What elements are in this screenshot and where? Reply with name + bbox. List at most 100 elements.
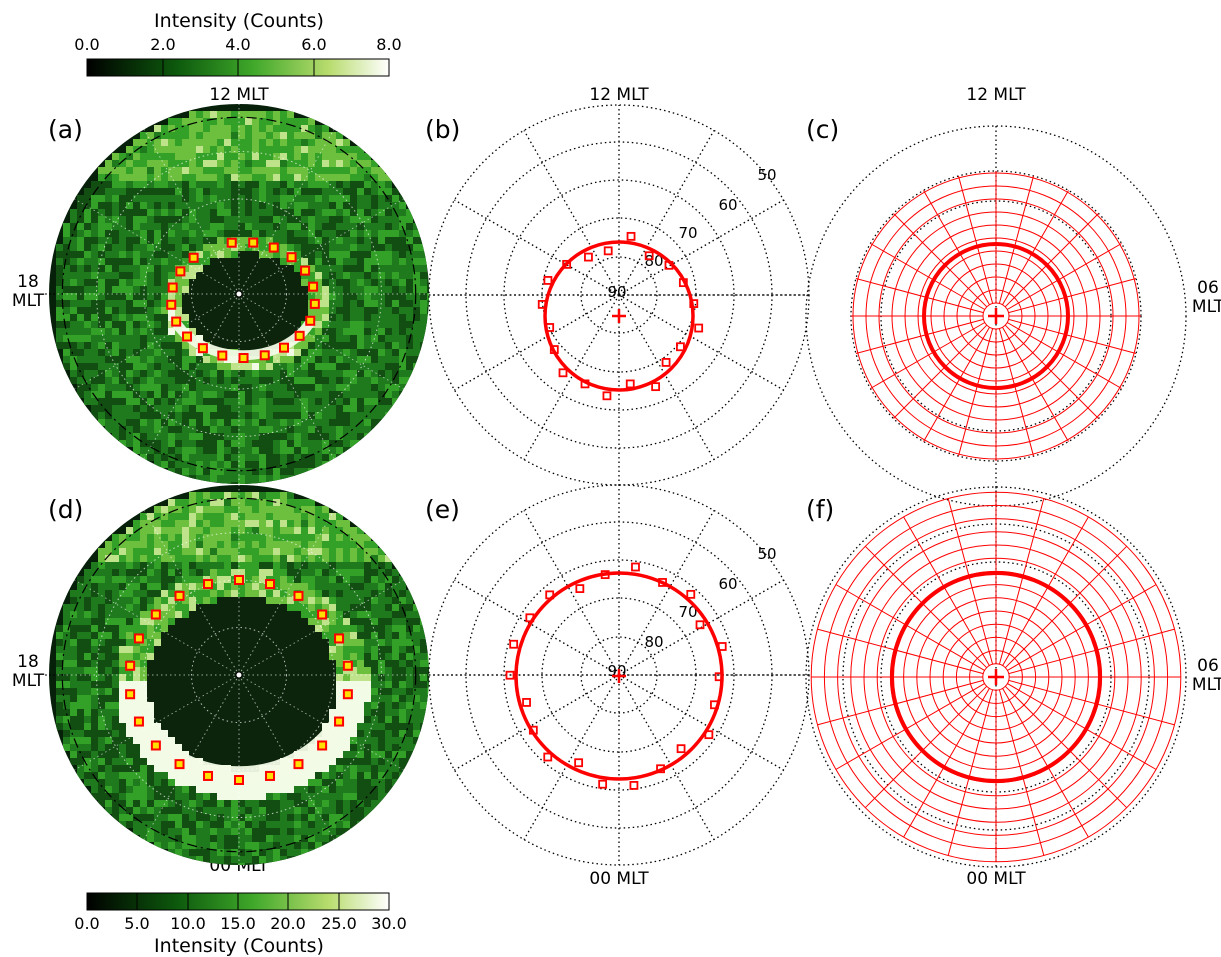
aurora-pixel xyxy=(259,300,266,307)
aurora-pixel xyxy=(224,562,231,569)
aurora-pixel xyxy=(238,293,245,300)
aurora-pixel xyxy=(84,244,91,251)
aurora-pixel xyxy=(322,660,329,667)
mlt-meridian xyxy=(238,129,335,295)
aurora-pixel xyxy=(231,667,238,674)
aurora-pixel xyxy=(406,342,413,349)
boundary-data-marker xyxy=(717,642,727,651)
aurora-pixel xyxy=(392,744,399,751)
aurora-pixel xyxy=(238,835,245,842)
aurora-pixel xyxy=(140,562,147,569)
aurora-pixel xyxy=(168,618,175,625)
aurora-pixel xyxy=(238,821,245,828)
aurora-pixel xyxy=(343,139,350,146)
aurora-pixel xyxy=(308,258,315,265)
aurora-pixel xyxy=(301,562,308,569)
aurora-pixel xyxy=(364,223,371,230)
aurora-pixel xyxy=(231,793,238,800)
aurora-pixel xyxy=(217,433,224,440)
aurora-pixel xyxy=(364,681,371,688)
aurora-pixel xyxy=(350,188,357,195)
oval-fit-circle-bold xyxy=(890,571,1102,783)
aurora-pixel xyxy=(343,520,350,527)
aurora-pixel xyxy=(301,447,308,454)
aurora-pixel xyxy=(231,520,238,527)
aurora-pixel xyxy=(154,793,161,800)
mlt-meridian xyxy=(143,674,240,840)
aurora-pixel xyxy=(322,419,329,426)
aurora-pixel xyxy=(280,426,287,433)
aurora-pixel xyxy=(63,604,70,611)
aurora-pixel xyxy=(287,618,294,625)
aurora-pixel xyxy=(182,167,189,174)
aurora-pixel xyxy=(406,314,413,321)
aurora-pixel xyxy=(371,251,378,258)
aurora-pixel xyxy=(105,723,112,730)
aurora-pixel xyxy=(266,499,273,506)
aurora-pixel xyxy=(259,730,266,737)
aurora-pixel xyxy=(364,412,371,419)
aurora-pixel xyxy=(273,174,280,181)
aurora-pixel xyxy=(84,646,91,653)
aurora-pixel xyxy=(287,188,294,195)
mlt-meridian xyxy=(454,674,620,771)
aurora-pixel xyxy=(210,475,217,482)
aurora-pixel xyxy=(161,202,168,209)
aurora-pixel xyxy=(259,174,266,181)
aurora-pixel xyxy=(210,468,217,475)
aurora-pixel xyxy=(315,272,322,279)
aurora-pixel xyxy=(336,688,343,695)
aurora-pixel xyxy=(287,646,294,653)
aurora-pixel xyxy=(217,653,224,660)
aurora-pixel xyxy=(350,562,357,569)
aurora-pixel xyxy=(273,209,280,216)
aurora-pixel xyxy=(63,300,70,307)
aurora-pixel xyxy=(350,433,357,440)
aurora-pixel xyxy=(77,251,84,258)
aurora-pixel xyxy=(154,576,161,583)
aurora-pixel xyxy=(364,398,371,405)
aurora-pixel xyxy=(91,384,98,391)
aurora-pixel xyxy=(329,300,336,307)
aurora-pixel xyxy=(224,674,231,681)
aurora-pixel xyxy=(77,342,84,349)
aurora-pixel xyxy=(336,300,343,307)
aurora-pixel xyxy=(364,433,371,440)
aurora-pixel xyxy=(336,828,343,835)
aurora-pixel xyxy=(280,716,287,723)
aurora-pixel xyxy=(364,314,371,321)
aurora-pixel xyxy=(357,674,364,681)
aurora-pixel xyxy=(203,335,210,342)
aurora-pixel xyxy=(203,426,210,433)
aurora-pixel xyxy=(399,639,406,646)
oval-boundary-marker xyxy=(174,759,185,770)
aurora-pixel xyxy=(252,223,259,230)
aurora-pixel xyxy=(252,321,259,328)
aurora-pixel xyxy=(385,555,392,562)
aurora-pixel xyxy=(105,667,112,674)
aurora-pixel xyxy=(420,335,427,342)
aurora-pixel xyxy=(196,433,203,440)
aurora-pixel xyxy=(217,447,224,454)
aurora-pixel xyxy=(133,597,140,604)
aurora-pixel xyxy=(280,139,287,146)
aurora-pixel xyxy=(273,632,280,639)
aurora-pixel xyxy=(203,251,210,258)
aurora-pixel xyxy=(161,447,168,454)
aurora-pixel xyxy=(357,307,364,314)
aurora-pixel xyxy=(322,440,329,447)
aurora-pixel xyxy=(231,639,238,646)
aurora-pixel xyxy=(210,223,217,230)
mlt-meridian xyxy=(618,674,784,771)
lat-label-e: 70 xyxy=(678,603,697,621)
aurora-pixel xyxy=(252,723,259,730)
aurora-pixel xyxy=(273,716,280,723)
aurora-pixel xyxy=(273,695,280,702)
aurora-pixel xyxy=(224,468,231,475)
aurora-pixel xyxy=(371,723,378,730)
aurora-pixel xyxy=(343,604,350,611)
aurora-pixel xyxy=(343,195,350,202)
aurora-pixel xyxy=(280,779,287,786)
grid-spoke xyxy=(1008,628,1175,675)
aurora-pixel xyxy=(252,611,259,618)
